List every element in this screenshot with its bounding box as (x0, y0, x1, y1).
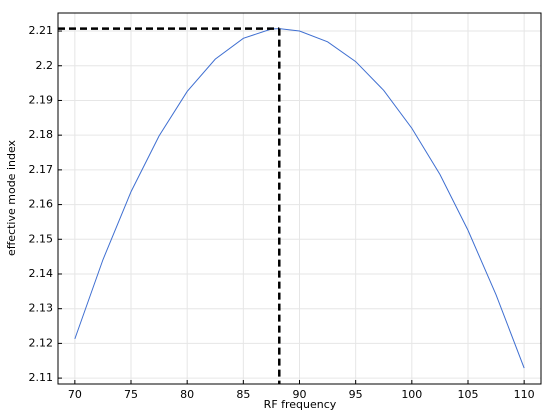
x-tick-label: 80 (180, 388, 194, 401)
y-tick-label: 2.13 (29, 302, 54, 315)
y-tick-label: 2.19 (29, 93, 54, 106)
y-tick-label: 2.21 (29, 24, 54, 37)
y-tick-label: 2.16 (29, 198, 54, 211)
data-line (74, 28, 525, 369)
y-tick-label: 2.17 (29, 163, 54, 176)
y-axis-label: effective mode index (5, 139, 18, 256)
y-tick-label: 2.2 (36, 59, 54, 72)
x-tick-label: 90 (293, 388, 307, 401)
y-tick-label: 2.11 (29, 371, 54, 384)
x-tick-label: 70 (68, 388, 82, 401)
plot-frame (57, 12, 542, 385)
y-tick-label: 2.18 (29, 128, 54, 141)
y-tick-label: 2.15 (29, 232, 54, 245)
x-tick-label: 85 (236, 388, 250, 401)
x-tick-label: 75 (124, 388, 138, 401)
y-tick-label: 2.14 (29, 267, 54, 280)
y-tick-label: 2.12 (29, 336, 54, 349)
x-tick-label: 105 (457, 388, 478, 401)
x-tick-label: 95 (349, 388, 363, 401)
x-axis-label: RF frequency (264, 398, 337, 411)
x-tick-label: 100 (401, 388, 422, 401)
x-tick-label: 110 (514, 388, 535, 401)
